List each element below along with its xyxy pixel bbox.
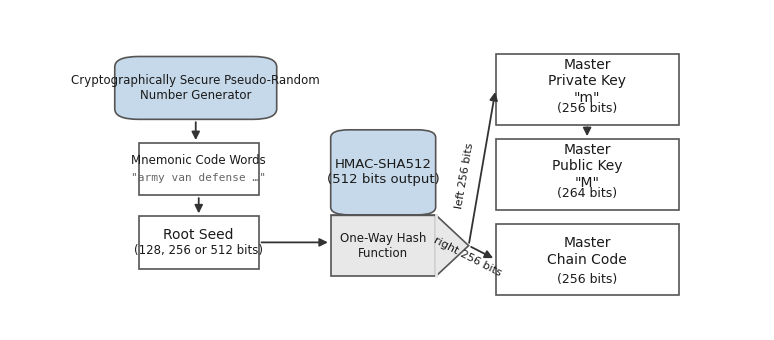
Text: "army van defense …": "army van defense …" — [132, 173, 266, 183]
FancyBboxPatch shape — [330, 130, 436, 215]
Text: left 256 bits: left 256 bits — [454, 142, 475, 210]
Text: Root Seed: Root Seed — [163, 227, 234, 241]
Text: right 256 bits: right 256 bits — [433, 235, 504, 278]
Text: (128, 256 or 512 bits): (128, 256 or 512 bits) — [134, 244, 263, 257]
Text: Mnemonic Code Words: Mnemonic Code Words — [132, 154, 266, 167]
Bar — [495, 54, 679, 124]
Text: Master
Chain Code: Master Chain Code — [547, 236, 627, 267]
FancyBboxPatch shape — [115, 56, 277, 119]
Text: Master
Public Key
"M": Master Public Key "M" — [552, 143, 622, 190]
Bar — [495, 224, 679, 295]
Bar — [330, 215, 436, 276]
Text: Cryptographically Secure Pseudo-Random
Number Generator: Cryptographically Secure Pseudo-Random N… — [71, 74, 320, 102]
Text: One-Way Hash
Function: One-Way Hash Function — [340, 232, 426, 260]
Text: HMAC-SHA512
(512 bits output): HMAC-SHA512 (512 bits output) — [327, 158, 440, 186]
Bar — [139, 216, 259, 269]
Polygon shape — [436, 215, 469, 276]
Bar — [495, 139, 679, 210]
Text: (256 bits): (256 bits) — [557, 273, 617, 286]
Text: (264 bits): (264 bits) — [557, 187, 617, 201]
Text: (256 bits): (256 bits) — [557, 102, 617, 115]
Text: Master
Private Key
"m": Master Private Key "m" — [548, 58, 626, 105]
Bar — [139, 143, 259, 195]
